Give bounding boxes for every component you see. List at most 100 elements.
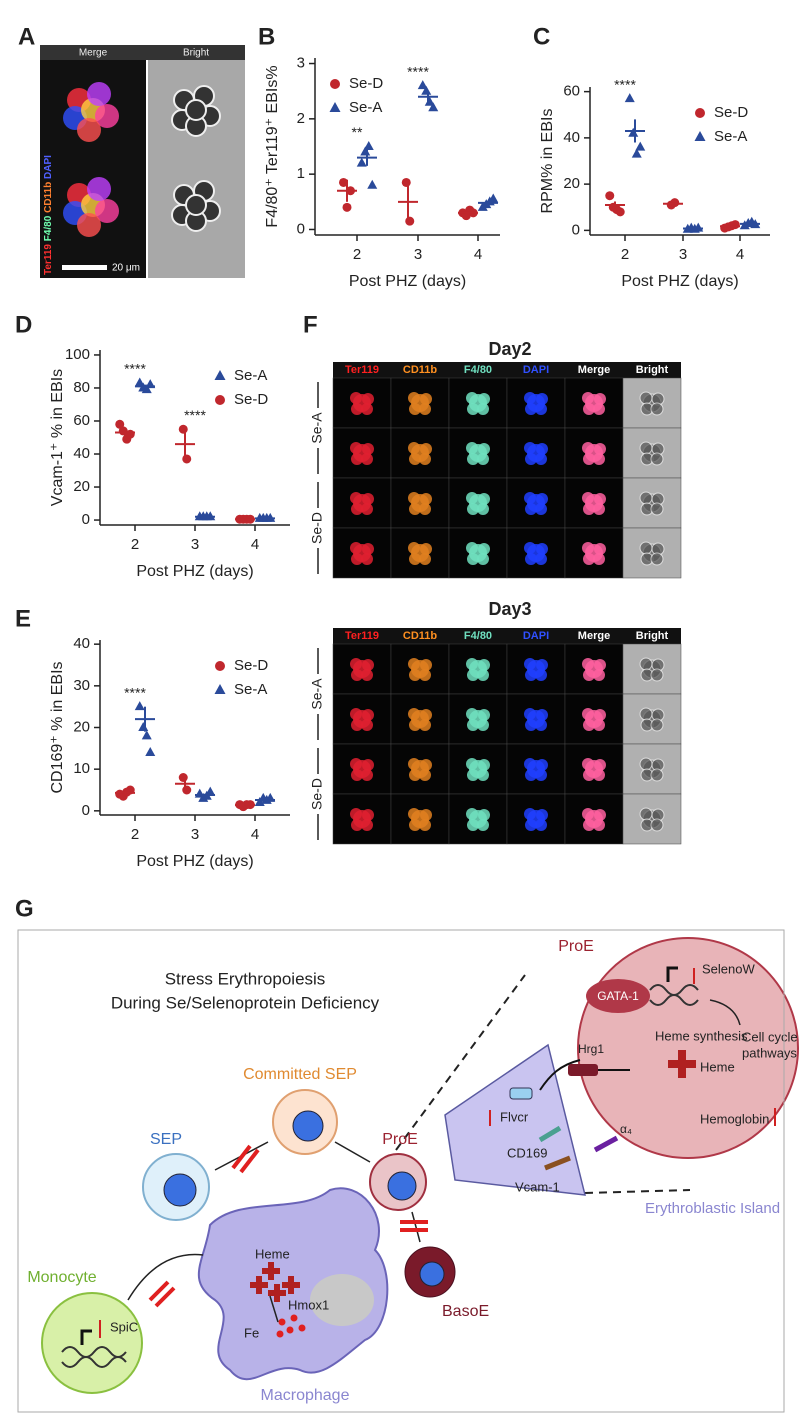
cell-label: BasoE xyxy=(442,1303,489,1320)
pathway-label: Cell cycle xyxy=(742,1029,798,1044)
cell-blob xyxy=(478,709,490,721)
significance-label: **** xyxy=(407,63,429,79)
cell-blob xyxy=(650,502,664,516)
panel-letter: E xyxy=(15,605,31,632)
cell-blob xyxy=(361,769,373,781)
cell-blob xyxy=(419,769,431,781)
legend-marker xyxy=(694,131,706,141)
cell-label: SEP xyxy=(150,1131,182,1148)
cell-blob xyxy=(594,443,606,455)
cell-blob xyxy=(536,393,548,405)
y-tick-label: 3 xyxy=(297,55,305,72)
promoter-arrow xyxy=(666,966,678,982)
group-label: Se-A xyxy=(309,678,325,710)
cell-blob xyxy=(361,553,373,565)
panel-g: Stress Erythropoiesis During Se/Selenopr… xyxy=(17,929,799,1413)
data-point xyxy=(405,216,415,226)
panel-letter: B xyxy=(258,23,275,50)
cell-blob xyxy=(420,543,432,555)
heme-icons xyxy=(250,1262,300,1302)
cell-blob xyxy=(419,669,431,681)
merge-cell xyxy=(63,177,119,237)
data-point xyxy=(145,747,156,756)
header-bar xyxy=(333,628,681,644)
column-header: Merge xyxy=(578,630,610,642)
micrograph xyxy=(448,527,508,579)
pathway-label: pathways xyxy=(742,1045,797,1060)
cell-blob xyxy=(87,177,111,201)
data-point xyxy=(428,102,439,112)
cell-blob xyxy=(478,393,490,405)
y-tick-label: 20 xyxy=(563,175,580,192)
cell-blob xyxy=(535,719,547,731)
cell-blob xyxy=(583,769,595,781)
x-axis-label: Post PHZ (days) xyxy=(136,563,253,580)
cell-blob xyxy=(351,553,363,565)
data-point xyxy=(417,80,428,90)
cell-blob xyxy=(361,719,373,731)
cell-blob xyxy=(408,708,420,720)
cell-blob xyxy=(361,819,373,831)
panel-border xyxy=(17,929,785,1413)
cell-blob xyxy=(77,213,101,237)
cell-blob xyxy=(350,758,362,770)
data-point xyxy=(670,198,680,208)
column-header: DAPI xyxy=(523,630,549,642)
cell-blob xyxy=(639,757,653,771)
nucleus xyxy=(292,1110,324,1142)
data-point xyxy=(339,177,348,187)
cell-blob xyxy=(350,442,362,454)
column-header: Merge xyxy=(79,48,108,59)
cell-blob xyxy=(524,442,536,454)
cell-label: ProE xyxy=(382,1131,418,1148)
alpha4-integrin xyxy=(593,1135,619,1153)
x-axis-label: Post PHZ (days) xyxy=(621,273,738,290)
cell-blob xyxy=(361,669,373,681)
legend-marker xyxy=(214,370,226,380)
header-bar xyxy=(40,45,245,60)
group-label: Se-A xyxy=(309,412,325,444)
molecule-label: Heme xyxy=(255,1246,290,1261)
region-label: Erythroblastic Island xyxy=(645,1200,780,1217)
iron-dots xyxy=(276,1314,306,1338)
y-tick-label: 20 xyxy=(73,478,90,495)
cell-label: Committed SEP xyxy=(243,1066,357,1083)
cell-blob xyxy=(362,809,374,821)
cell-blob xyxy=(408,758,420,770)
column-header: CD11b xyxy=(403,364,438,376)
cell-blob xyxy=(639,391,653,405)
x-tick-label: 4 xyxy=(251,826,259,843)
cell-blob xyxy=(650,718,664,732)
column-header: Merge xyxy=(578,364,610,376)
protein-label: α₄ xyxy=(620,1122,632,1136)
data-point xyxy=(605,191,615,201)
process-label: Heme synthesis xyxy=(655,1028,748,1043)
cell-blob xyxy=(185,194,207,216)
arrow xyxy=(411,1211,421,1243)
cell-blob xyxy=(362,493,374,505)
cell-blob xyxy=(185,99,207,121)
cell-blob xyxy=(525,403,537,415)
significance-label: **** xyxy=(124,361,146,377)
legend-marker xyxy=(329,102,341,112)
cell-blob xyxy=(408,658,420,670)
x-axis-label: Post PHZ (days) xyxy=(349,273,466,290)
data-point xyxy=(628,127,639,137)
cell-label: Macrophage xyxy=(261,1387,350,1404)
column-header: Bright xyxy=(183,48,209,59)
x-tick-label: 3 xyxy=(191,536,199,553)
cell-blob xyxy=(77,118,101,142)
cell-blob xyxy=(594,709,606,721)
cell-blob xyxy=(408,392,420,404)
chart: 0 10 20 30 40 2 3 4 Post PHZ (days) CD169⁺ % in E… xyxy=(49,635,290,870)
cell-blob xyxy=(477,769,489,781)
data-point xyxy=(178,424,188,434)
cell-label: ProE xyxy=(558,938,594,955)
cell-blob xyxy=(467,553,479,565)
y-tick-label: 20 xyxy=(73,718,90,735)
column-header: DAPI xyxy=(523,364,549,376)
panel-letter: C xyxy=(533,23,550,50)
legend-marker xyxy=(215,395,225,405)
cell-blob xyxy=(362,659,374,671)
data-point xyxy=(424,96,435,106)
